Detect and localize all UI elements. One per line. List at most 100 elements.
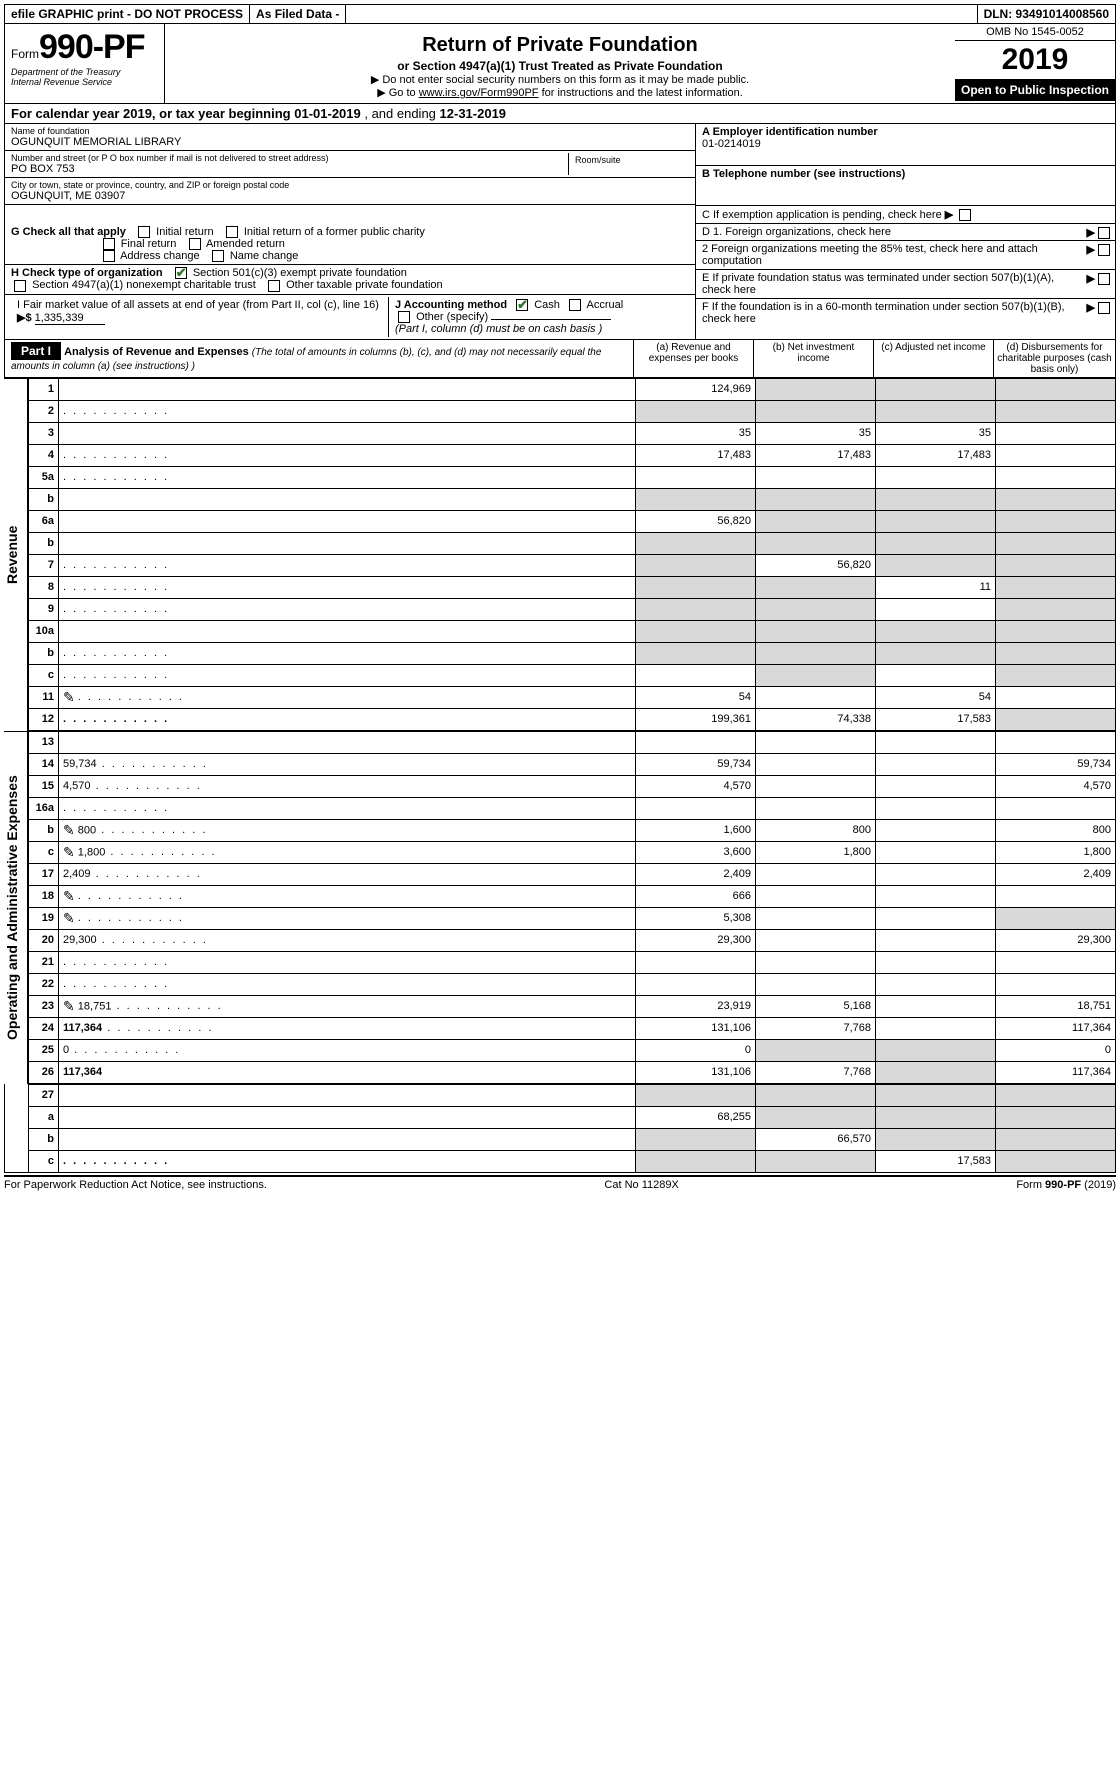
amt-a: 666 xyxy=(636,885,756,907)
exemption-checkbox[interactable] xyxy=(959,209,971,221)
g-final-return-checkbox[interactable] xyxy=(103,238,115,250)
amt-b: 7,768 xyxy=(756,1017,876,1039)
d2-checkbox[interactable] xyxy=(1098,244,1110,256)
h-501c3-checkbox[interactable] xyxy=(175,267,187,279)
amt-d xyxy=(996,642,1116,664)
table-row: b xyxy=(29,642,1116,664)
g-address-change-checkbox[interactable] xyxy=(103,250,115,262)
efile-label: efile GRAPHIC print - DO NOT PROCESS xyxy=(5,5,250,23)
line-desc xyxy=(59,1128,636,1150)
f-row: F If the foundation is in a 60-month ter… xyxy=(696,299,1115,327)
h-other-checkbox[interactable] xyxy=(268,280,280,292)
line-desc xyxy=(59,1106,636,1128)
amt-d xyxy=(996,510,1116,532)
amt-c xyxy=(876,929,996,951)
dln-label: DLN: 93491014008560 xyxy=(978,5,1115,23)
checks-left: G Check all that apply Initial return In… xyxy=(5,224,695,339)
amt-d xyxy=(996,488,1116,510)
j-other-checkbox[interactable] xyxy=(398,311,410,323)
address-label: Number and street (or P O box number if … xyxy=(11,153,568,163)
attachment-icon[interactable]: ✎ xyxy=(63,689,75,705)
line-number: 12 xyxy=(29,708,59,730)
amt-c xyxy=(876,863,996,885)
line-number: 17 xyxy=(29,863,59,885)
attachment-icon[interactable]: ✎ xyxy=(63,998,75,1014)
j-cash-checkbox[interactable] xyxy=(516,299,528,311)
g-opt-5: Name change xyxy=(230,250,299,262)
amt-a: 5,308 xyxy=(636,907,756,929)
footer-right: Form 990-PF (2019) xyxy=(1016,1179,1116,1191)
part1-tag: Part I xyxy=(11,342,61,360)
g-initial-former-checkbox[interactable] xyxy=(226,226,238,238)
amt-b xyxy=(756,488,876,510)
amt-a xyxy=(636,488,756,510)
j-accrual-checkbox[interactable] xyxy=(569,299,581,311)
attachment-icon[interactable]: ✎ xyxy=(63,822,75,838)
table-row: c17,583 xyxy=(29,1150,1116,1172)
amt-b xyxy=(756,466,876,488)
irs-link[interactable]: www.irs.gov/Form990PF xyxy=(419,87,539,99)
expenses-table: 131459,73459,73459,734154,5704,5704,5701… xyxy=(28,731,1116,1084)
amt-b xyxy=(756,1039,876,1061)
attachment-icon[interactable]: ✎ xyxy=(63,888,75,904)
amt-c xyxy=(876,620,996,642)
attachment-icon[interactable]: ✎ xyxy=(63,844,75,860)
amt-c xyxy=(876,1017,996,1039)
line-desc xyxy=(59,400,636,422)
amt-a: 124,969 xyxy=(636,378,756,400)
line-desc: ✎ xyxy=(59,885,636,907)
amt-a xyxy=(636,620,756,642)
d1-checkbox[interactable] xyxy=(1098,227,1110,239)
amt-d xyxy=(996,664,1116,686)
revenue-side-label: Revenue xyxy=(4,378,28,731)
arrow-icon: ▶ xyxy=(945,209,953,221)
line-number: b xyxy=(29,819,59,841)
fmv-value: 1,335,339 xyxy=(35,312,105,325)
g-amended-checkbox[interactable] xyxy=(189,238,201,250)
amt-b: 5,168 xyxy=(756,995,876,1017)
footer-left: For Paperwork Reduction Act Notice, see … xyxy=(4,1179,267,1191)
amt-d xyxy=(996,532,1116,554)
h-opt-1: Section 501(c)(3) exempt private foundat… xyxy=(193,267,407,279)
table-row: 10a xyxy=(29,620,1116,642)
table-row: 811 xyxy=(29,576,1116,598)
calendar-year-row: For calendar year 2019, or tax year begi… xyxy=(4,104,1116,124)
col-c-header: (c) Adjusted net income xyxy=(873,340,993,377)
line-number: 3 xyxy=(29,422,59,444)
line-desc: ✎ xyxy=(59,907,636,929)
table-row: 13 xyxy=(29,731,1116,753)
amt-d xyxy=(996,620,1116,642)
line-number: b xyxy=(29,488,59,510)
amt-b xyxy=(756,797,876,819)
g-name-change-checkbox[interactable] xyxy=(212,250,224,262)
header-right: OMB No 1545-0052 2019 Open to Public Ins… xyxy=(955,24,1115,103)
e-checkbox[interactable] xyxy=(1098,273,1110,285)
line-number: c xyxy=(29,1150,59,1172)
line-number: 10a xyxy=(29,620,59,642)
amt-d xyxy=(996,554,1116,576)
asfiled-label: As Filed Data - xyxy=(250,5,346,23)
amt-b xyxy=(756,664,876,686)
line-desc xyxy=(59,797,636,819)
line-desc xyxy=(59,664,636,686)
h-label: H Check type of organization xyxy=(11,267,163,279)
attachment-icon[interactable]: ✎ xyxy=(63,910,75,926)
amt-b: 7,768 xyxy=(756,1061,876,1083)
amt-c xyxy=(876,1039,996,1061)
form-number: Form990-PF xyxy=(11,28,158,67)
amt-c xyxy=(876,642,996,664)
table-row: 154,5704,5704,570 xyxy=(29,775,1116,797)
amt-d xyxy=(996,797,1116,819)
amt-a: 54 xyxy=(636,686,756,708)
amt-b xyxy=(756,1084,876,1106)
amt-c xyxy=(876,819,996,841)
line-desc: 29,300 xyxy=(59,929,636,951)
h-4947-checkbox[interactable] xyxy=(14,280,26,292)
f-checkbox[interactable] xyxy=(1098,302,1110,314)
amt-d xyxy=(996,885,1116,907)
g-initial-return-checkbox[interactable] xyxy=(138,226,150,238)
e-row: E If private foundation status was termi… xyxy=(696,270,1115,299)
amt-b: 56,820 xyxy=(756,554,876,576)
d2-end: ▶ xyxy=(1087,243,1113,256)
amt-a: 0 xyxy=(636,1039,756,1061)
